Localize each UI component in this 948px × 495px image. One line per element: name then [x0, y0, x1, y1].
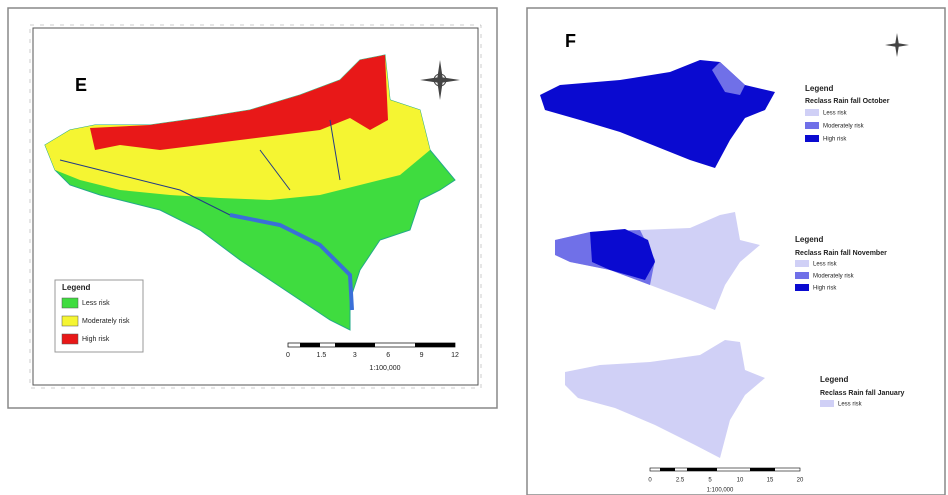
legend-title: Legend — [820, 375, 849, 384]
legend-label: Less risk — [813, 262, 838, 268]
scale-tick-label: 9 — [420, 352, 424, 359]
scale-tick-label: 6 — [386, 352, 390, 359]
legend-title: Legend — [805, 84, 834, 93]
legend-label: High risk — [813, 286, 837, 292]
panel-e: E Legend Less risk Moderately risk High … — [8, 8, 497, 408]
legend-title: Legend — [795, 235, 824, 244]
scale-bar — [650, 468, 800, 471]
scale-tick-label: 0 — [286, 352, 290, 359]
legend-swatch — [805, 109, 819, 116]
scale-text: 1:100,000 — [707, 488, 734, 494]
legend-label: Moderately risk — [823, 124, 865, 130]
legend-label: High risk — [823, 137, 847, 143]
legend-swatch — [62, 316, 78, 326]
legend-swatch — [795, 272, 809, 279]
legend-layer: Reclass Rain fall November — [795, 250, 887, 257]
legend-label: Less risk — [838, 402, 863, 408]
legend-label: High risk — [82, 336, 110, 343]
panel-f: F Legend Reclass Rain fall October Less … — [527, 8, 945, 495]
scale-tick-label: 10 — [737, 478, 744, 484]
legend-swatch — [820, 400, 834, 407]
figure: E Legend Less risk Moderately risk High … — [0, 0, 948, 495]
scale-bar — [288, 343, 455, 347]
scale-tick-label: 1.5 — [317, 352, 327, 359]
scale-tick-label: 3 — [353, 352, 357, 359]
legend-layer: Reclass Rain fall October — [805, 98, 890, 105]
panel-label: E — [75, 75, 87, 95]
scale-tick-label: 15 — [767, 478, 774, 484]
scale-tick-label: 2.5 — [676, 478, 685, 484]
scale-tick-label: 12 — [451, 352, 459, 359]
legend-swatch — [62, 334, 78, 344]
scale-tick-label: 20 — [797, 478, 804, 484]
scale-text: 1:100,000 — [369, 365, 400, 372]
legend-swatch — [795, 260, 809, 267]
panel-label: F — [565, 31, 576, 51]
legend-swatch — [795, 284, 809, 291]
legend-swatch — [805, 135, 819, 142]
legend-label: Less risk — [82, 300, 110, 307]
legend-swatch — [805, 122, 819, 129]
legend-label: Moderately risk — [813, 274, 855, 280]
legend-layer: Reclass Rain fall January — [820, 390, 905, 397]
legend-swatch — [62, 298, 78, 308]
legend-title: Legend — [62, 283, 91, 292]
legend-label: Less risk — [823, 111, 848, 117]
legend-label: Moderately risk — [82, 318, 130, 325]
page: E Legend Less risk Moderately risk High … — [0, 0, 948, 495]
